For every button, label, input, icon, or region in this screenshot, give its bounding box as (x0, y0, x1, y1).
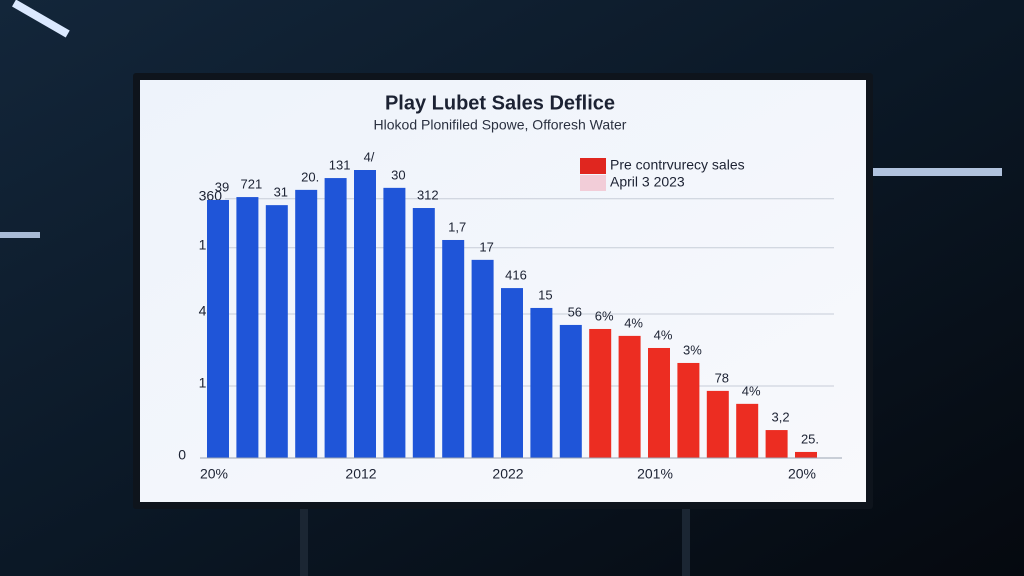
bar (589, 328, 612, 458)
bar-label: 15 (538, 287, 552, 302)
chart-title: Play Lubet Sales Deflice (385, 92, 615, 114)
chart-subtitle: Hlokod Plonifiled Spowe, Offoresh Water (374, 117, 627, 133)
bar-label: 17 (479, 239, 493, 254)
legend-label: April 3 2023 (610, 174, 685, 190)
bar-label: 25. (801, 431, 819, 446)
bar (501, 288, 523, 458)
legend-label: Pre contrvurecy sales (610, 157, 745, 173)
bar-label: 78 (715, 370, 729, 385)
x-tick-label: 20% (200, 466, 228, 482)
bar (412, 208, 435, 458)
bar-label: 4/ (364, 149, 375, 164)
bar (706, 390, 729, 458)
x-tick-label: 2012 (345, 466, 376, 482)
x-tick-label: 20% (788, 466, 816, 482)
ceiling-light (0, 232, 40, 238)
bar (207, 199, 229, 458)
bar-label: 721 (241, 177, 263, 192)
bar (530, 307, 553, 458)
bar (354, 170, 376, 458)
legend-swatch (580, 158, 606, 174)
y-tick-label: 0 (178, 447, 186, 463)
bar-label: 312 (417, 187, 439, 202)
bar (265, 205, 288, 458)
bar (648, 347, 670, 458)
bar (236, 197, 259, 458)
bar-label: 31 (274, 185, 288, 200)
bar (442, 239, 465, 458)
bar (736, 403, 759, 458)
bar-label: 20. (301, 169, 319, 184)
y-tick-label: 360 (199, 188, 223, 204)
bar (471, 259, 494, 458)
bar-label: 131 (329, 158, 351, 173)
bar-label: 416 (505, 268, 527, 283)
bar-label: 3% (683, 342, 702, 357)
bar-label: 6% (595, 308, 614, 323)
bar-label: 30 (391, 167, 405, 182)
bar (618, 335, 641, 458)
bar (795, 451, 817, 458)
bar (559, 324, 582, 458)
bar-label: 1,7 (448, 219, 466, 234)
bar (677, 362, 700, 458)
x-tick-label: 2022 (492, 466, 523, 482)
bar (765, 430, 788, 458)
bar (324, 178, 347, 458)
bar-label: 3,2 (772, 410, 790, 425)
legend-swatch (580, 175, 606, 191)
bar-label: 4% (742, 383, 761, 398)
bar (383, 187, 406, 458)
x-tick-label: 201% (637, 466, 673, 482)
ceiling-light (832, 168, 1002, 176)
bar-label: 56 (568, 304, 582, 319)
bar-label: 4% (624, 315, 643, 330)
bar (295, 189, 318, 458)
stand-leg (300, 505, 308, 576)
stand-leg (682, 505, 690, 576)
ceiling-light (12, 0, 70, 38)
bar-label: 39 (215, 179, 229, 194)
bar-label: 4% (654, 327, 673, 342)
